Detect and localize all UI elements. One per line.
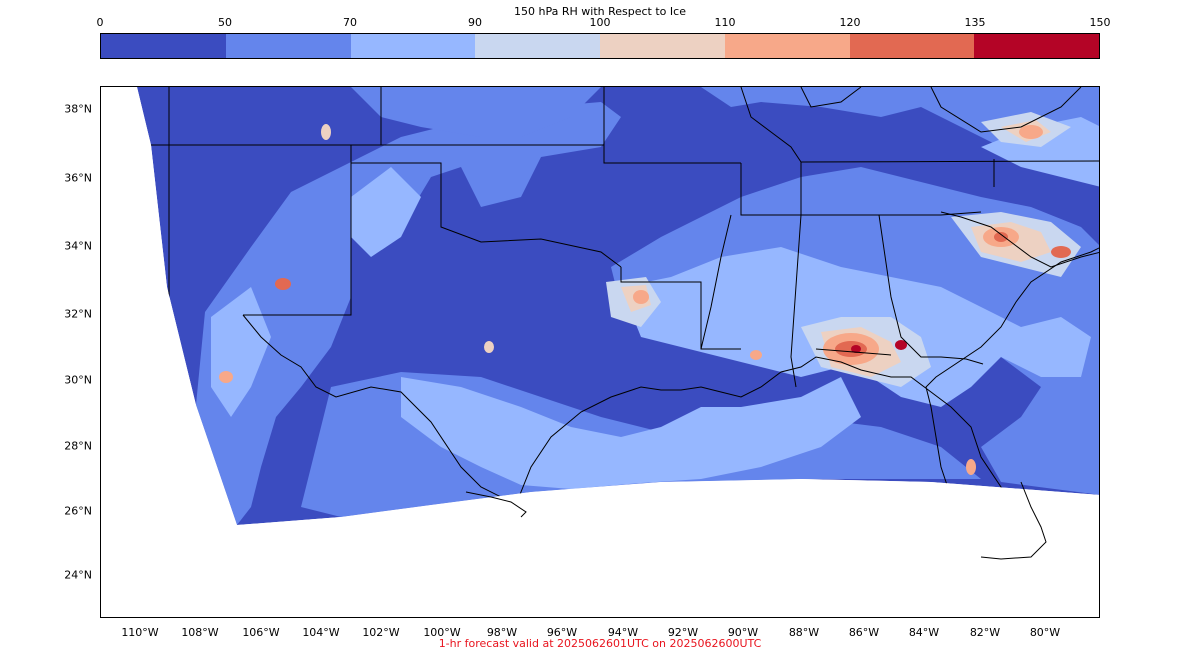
map-panel bbox=[100, 86, 1100, 618]
lon-label-80w: 80°W bbox=[1029, 626, 1061, 639]
state-border bbox=[790, 214, 802, 388]
lat-label-32n: 32°N bbox=[64, 307, 92, 321]
rh-map bbox=[101, 87, 1099, 617]
state-border bbox=[700, 214, 732, 350]
lon-label-90w: 90°W bbox=[727, 626, 759, 639]
colorbar-tick-135: 135 bbox=[964, 16, 986, 29]
state-border bbox=[815, 348, 892, 356]
lon-label-96w: 96°W bbox=[546, 626, 578, 639]
colorbar-swatch-2 bbox=[350, 34, 476, 58]
rh-band-120-135 bbox=[994, 232, 1008, 242]
lat-label-38n: 38°N bbox=[64, 102, 92, 116]
colorbar-tick-120: 120 bbox=[839, 16, 861, 29]
colorbar-tick-110: 110 bbox=[714, 16, 736, 29]
state-border bbox=[741, 211, 982, 216]
lon-label-84w: 84°W bbox=[908, 626, 940, 639]
state-border bbox=[878, 214, 984, 365]
rh-band-70-90 bbox=[401, 377, 861, 489]
lon-label-108w: 108°W bbox=[181, 626, 219, 639]
state-border bbox=[603, 87, 741, 164]
lat-label-28n: 28°N bbox=[64, 439, 92, 453]
lat-label-36n: 36°N bbox=[64, 171, 92, 185]
colorbar-swatch-3 bbox=[475, 34, 600, 58]
rh-band-135-150 bbox=[895, 340, 907, 350]
rh-band-70-90 bbox=[351, 167, 421, 257]
coastline bbox=[980, 481, 1047, 560]
rh-band-100-110 bbox=[484, 341, 494, 353]
rh-band-50-70 bbox=[351, 87, 601, 137]
lon-label-92w: 92°W bbox=[667, 626, 699, 639]
colorbar-title: 150 hPa RH with Respect to Ice bbox=[514, 5, 686, 18]
rh-band-70-90 bbox=[981, 117, 1099, 187]
rh-band-110-120 bbox=[633, 290, 649, 304]
rh-band-110-120 bbox=[219, 371, 233, 383]
rh-band-110-120 bbox=[966, 459, 976, 475]
lon-label-102w: 102°W bbox=[362, 626, 400, 639]
lon-label-100w: 100°W bbox=[423, 626, 461, 639]
lon-label-106w: 106°W bbox=[242, 626, 280, 639]
forecast-valid-caption: 1-hr forecast valid at 2025062601UTC on … bbox=[438, 637, 762, 650]
colorbar bbox=[100, 33, 1100, 59]
state-border bbox=[940, 211, 1099, 268]
coastline bbox=[465, 491, 527, 518]
lat-label-34n: 34°N bbox=[64, 239, 92, 253]
colorbar-tick-50: 50 bbox=[218, 16, 232, 29]
colorbar-swatch-1 bbox=[225, 34, 351, 58]
colorbar-tick-100: 100 bbox=[589, 16, 611, 29]
rh-band-120-135 bbox=[275, 278, 291, 290]
state-border bbox=[800, 87, 862, 108]
state-border bbox=[740, 87, 802, 163]
colorbar-tick-90: 90 bbox=[468, 16, 482, 29]
colorbar-swatch-5 bbox=[724, 34, 850, 58]
lat-label-30n: 30°N bbox=[64, 373, 92, 387]
lon-label-94w: 94°W bbox=[607, 626, 639, 639]
rh-band-135-150 bbox=[851, 345, 861, 353]
state-border bbox=[930, 87, 1082, 133]
colorbar-tick-0: 0 bbox=[96, 16, 104, 29]
rh-band-110-120 bbox=[750, 350, 762, 360]
lon-label-82w: 82°W bbox=[969, 626, 1001, 639]
colorbar-swatch-4 bbox=[600, 34, 725, 58]
lon-label-98w: 98°W bbox=[486, 626, 518, 639]
colorbar-tick-70: 70 bbox=[343, 16, 357, 29]
rh-band-110-120 bbox=[1019, 125, 1043, 139]
rh-band-70-90 bbox=[211, 287, 271, 417]
rh-band-50-70 bbox=[196, 102, 621, 525]
no-data-south bbox=[101, 479, 1099, 617]
lat-label-24n: 24°N bbox=[64, 568, 92, 582]
state-border bbox=[243, 145, 352, 316]
lon-label-110w: 110°W bbox=[121, 626, 159, 639]
colorbar-swatch-7 bbox=[974, 34, 1099, 58]
coastline bbox=[242, 247, 1099, 560]
lat-label-26n: 26°N bbox=[64, 504, 92, 518]
state-border bbox=[620, 267, 741, 350]
rh-band-120-135 bbox=[1051, 246, 1071, 258]
lon-label-86w: 86°W bbox=[848, 626, 880, 639]
no-data-west bbox=[101, 87, 237, 525]
colorbar-tick-150: 150 bbox=[1089, 16, 1111, 29]
lon-label-88w: 88°W bbox=[788, 626, 820, 639]
state-border bbox=[351, 162, 622, 268]
colorbar-swatch-6 bbox=[849, 34, 975, 58]
lon-label-104w: 104°W bbox=[302, 626, 340, 639]
rh-hotspots bbox=[219, 124, 1071, 475]
colorbar-swatch-0 bbox=[101, 34, 226, 58]
rh-band-100-110 bbox=[321, 124, 331, 140]
